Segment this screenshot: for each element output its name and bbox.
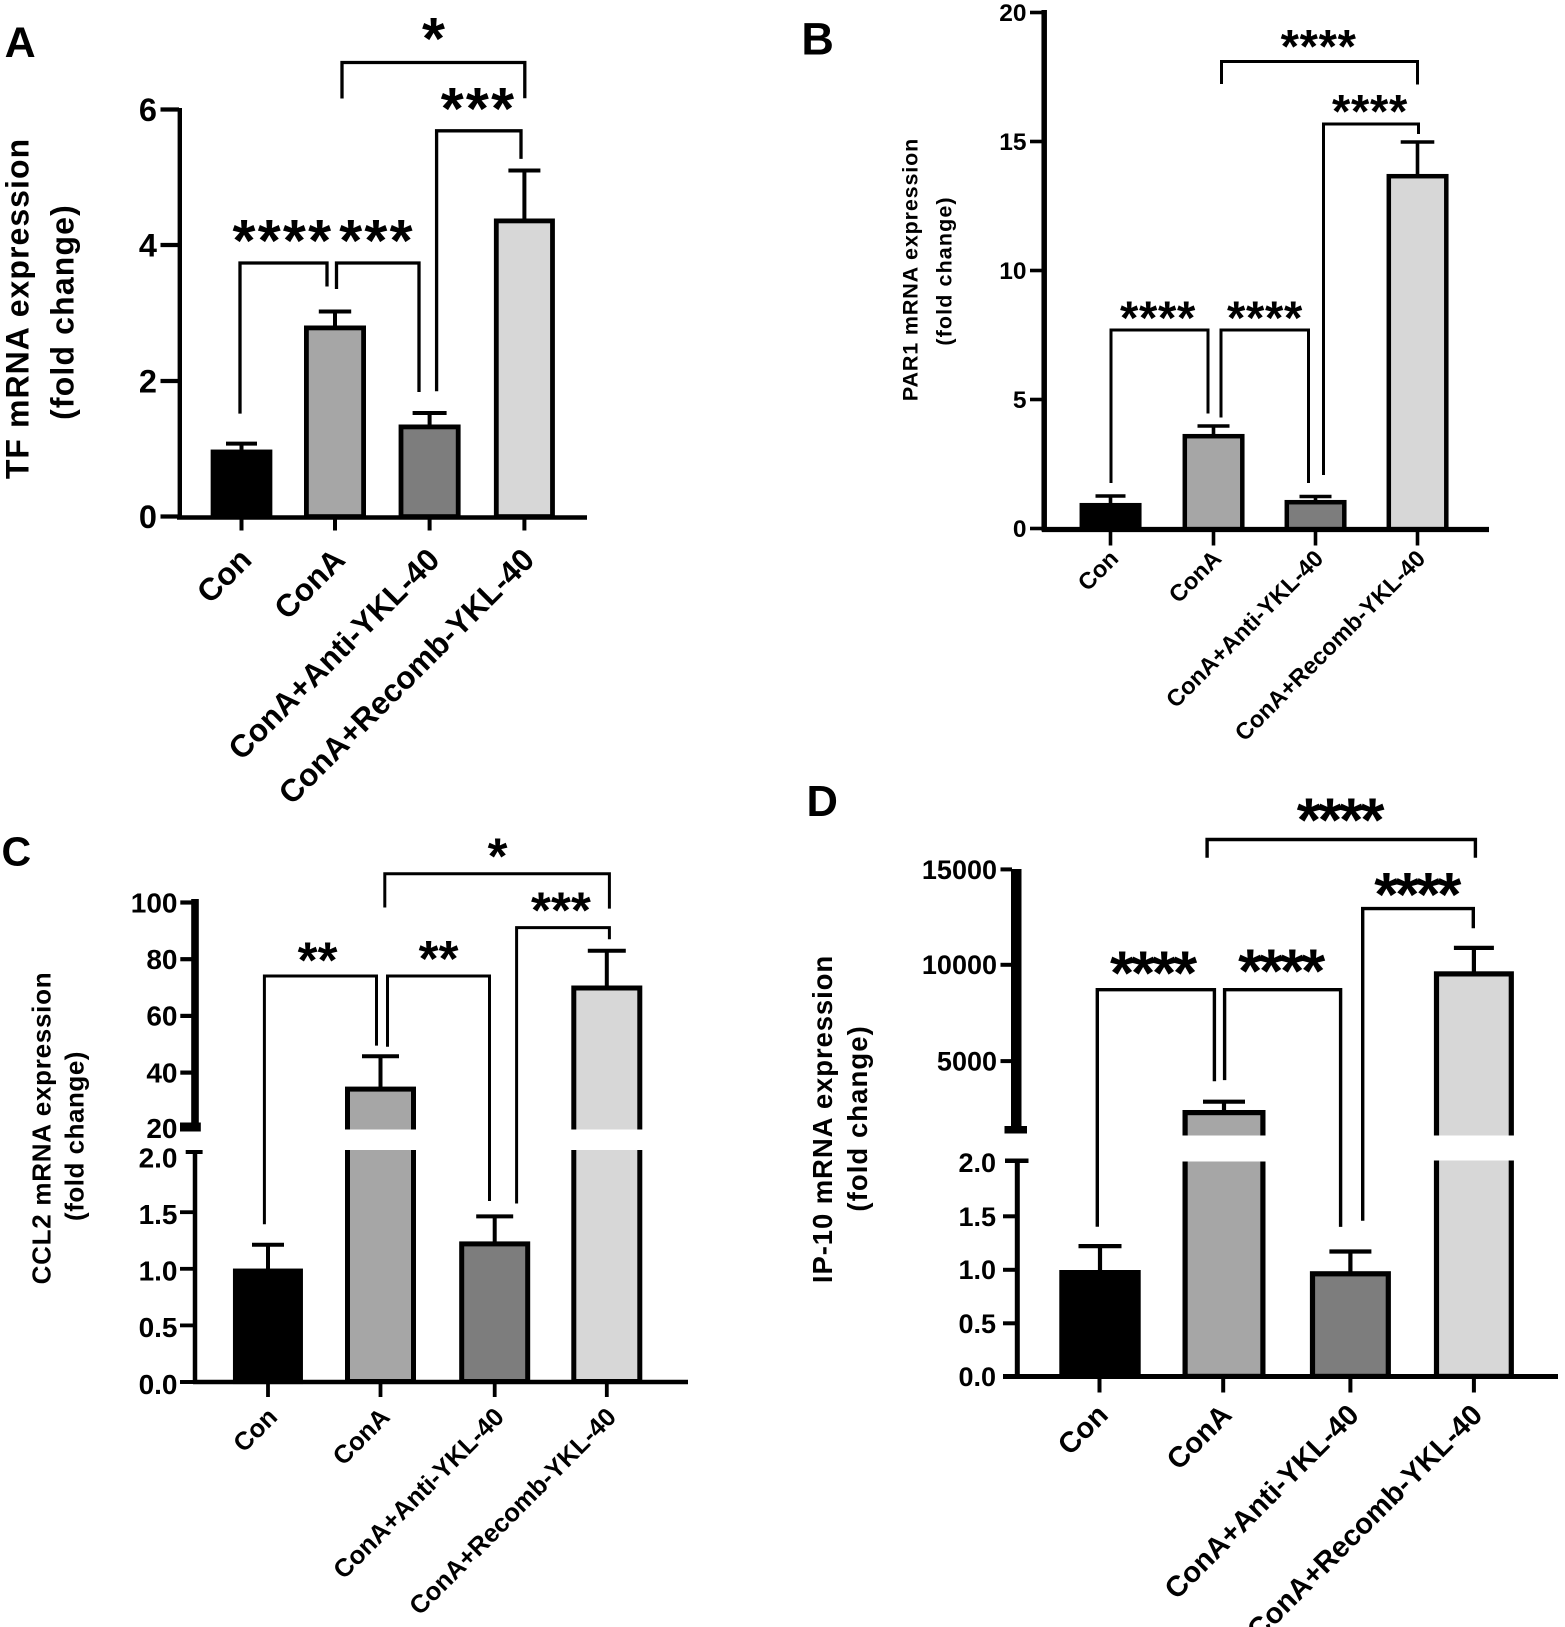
svg-text:1.0: 1.0 xyxy=(139,1256,178,1287)
svg-text:*: * xyxy=(1177,291,1196,344)
svg-text:B: B xyxy=(801,14,834,65)
svg-text:2.0: 2.0 xyxy=(958,1148,996,1178)
svg-text:*: * xyxy=(1319,20,1338,73)
svg-text:*: * xyxy=(1301,938,1326,1007)
svg-text:0.0: 0.0 xyxy=(958,1362,996,1392)
svg-text:*: * xyxy=(531,882,551,939)
svg-text:*: * xyxy=(551,882,571,939)
svg-text:80: 80 xyxy=(146,944,177,975)
svg-text:*: * xyxy=(1374,861,1399,930)
svg-text:*: * xyxy=(1173,940,1198,1009)
svg-text:0.0: 0.0 xyxy=(139,1369,178,1400)
svg-text:*: * xyxy=(1158,291,1177,344)
svg-text:60: 60 xyxy=(146,1001,177,1032)
svg-text:4: 4 xyxy=(139,227,157,263)
svg-text:20: 20 xyxy=(146,1113,177,1144)
svg-text:*: * xyxy=(1139,291,1158,344)
svg-text:*: * xyxy=(1284,291,1303,344)
svg-text:*: * xyxy=(308,208,331,274)
svg-text:15: 15 xyxy=(999,129,1026,156)
svg-text:*: * xyxy=(491,76,514,142)
svg-text:*: * xyxy=(1395,861,1420,930)
svg-text:*: * xyxy=(1238,938,1263,1007)
svg-text:*: * xyxy=(233,208,256,274)
svg-text:*: * xyxy=(1416,861,1441,930)
svg-text:*: * xyxy=(318,932,338,989)
svg-text:D: D xyxy=(807,778,838,826)
svg-text:*: * xyxy=(1318,786,1343,855)
svg-text:*: * xyxy=(1332,84,1351,137)
svg-text:*: * xyxy=(298,932,318,989)
svg-text:*: * xyxy=(1338,20,1357,73)
svg-text:0.5: 0.5 xyxy=(139,1312,178,1343)
svg-text:*: * xyxy=(422,6,445,72)
svg-text:*: * xyxy=(1297,786,1322,855)
svg-text:*: * xyxy=(1281,20,1300,73)
svg-text:*: * xyxy=(1389,84,1408,137)
svg-text:*: * xyxy=(466,76,489,142)
svg-text:*: * xyxy=(1131,940,1156,1009)
svg-text:*: * xyxy=(1246,291,1265,344)
svg-text:10: 10 xyxy=(999,258,1026,285)
svg-text:*: * xyxy=(1300,20,1319,73)
svg-text:C: C xyxy=(2,829,32,875)
svg-text:*: * xyxy=(1265,291,1284,344)
svg-text:20: 20 xyxy=(999,0,1026,27)
svg-text:IP-10 mRNA expression: IP-10 mRNA expression xyxy=(807,955,838,1283)
svg-text:*: * xyxy=(1370,84,1389,137)
svg-text:(fold change): (fold change) xyxy=(45,204,81,420)
svg-text:2.0: 2.0 xyxy=(139,1142,178,1173)
svg-text:1.5: 1.5 xyxy=(139,1199,178,1230)
svg-text:(fold change): (fold change) xyxy=(59,1051,89,1221)
svg-text:1.0: 1.0 xyxy=(958,1255,996,1285)
svg-text:*: * xyxy=(390,208,413,274)
svg-text:TF mRNA expression: TF mRNA expression xyxy=(0,138,35,479)
svg-text:*: * xyxy=(1227,291,1246,344)
svg-text:*: * xyxy=(419,930,439,987)
svg-text:*: * xyxy=(258,208,281,274)
svg-text:*: * xyxy=(364,208,387,274)
svg-text:*: * xyxy=(1120,291,1139,344)
svg-text:100: 100 xyxy=(131,887,178,918)
svg-text:0: 0 xyxy=(1013,516,1027,543)
svg-text:0.5: 0.5 xyxy=(958,1309,996,1339)
svg-text:*: * xyxy=(1152,940,1177,1009)
svg-text:10000: 10000 xyxy=(922,950,997,980)
svg-text:*: * xyxy=(1339,786,1364,855)
svg-text:40: 40 xyxy=(146,1057,177,1088)
svg-text:2: 2 xyxy=(139,363,157,399)
svg-text:*: * xyxy=(1110,940,1135,1009)
svg-text:*: * xyxy=(339,208,362,274)
svg-text:(fold change): (fold change) xyxy=(932,196,956,345)
svg-text:CCL2 mRNA expression: CCL2 mRNA expression xyxy=(26,972,56,1285)
svg-text:PAR1 mRNA expression: PAR1 mRNA expression xyxy=(899,138,923,401)
svg-text:*: * xyxy=(1351,84,1370,137)
svg-text:*: * xyxy=(488,827,508,884)
svg-text:6: 6 xyxy=(139,92,157,128)
svg-text:*: * xyxy=(571,882,591,939)
svg-text:*: * xyxy=(1437,861,1462,930)
svg-text:5000: 5000 xyxy=(937,1047,997,1077)
svg-text:5: 5 xyxy=(1013,387,1027,414)
svg-text:A: A xyxy=(5,19,36,67)
svg-text:*: * xyxy=(1280,938,1305,1007)
svg-text:*: * xyxy=(441,76,464,142)
svg-text:0: 0 xyxy=(139,499,157,535)
svg-text:15000: 15000 xyxy=(922,855,997,885)
svg-text:*: * xyxy=(1360,786,1385,855)
svg-text:*: * xyxy=(283,208,306,274)
svg-text:*: * xyxy=(439,930,459,987)
svg-text:(fold change): (fold change) xyxy=(842,1025,873,1211)
svg-text:1.5: 1.5 xyxy=(958,1202,996,1232)
svg-text:*: * xyxy=(1259,938,1284,1007)
